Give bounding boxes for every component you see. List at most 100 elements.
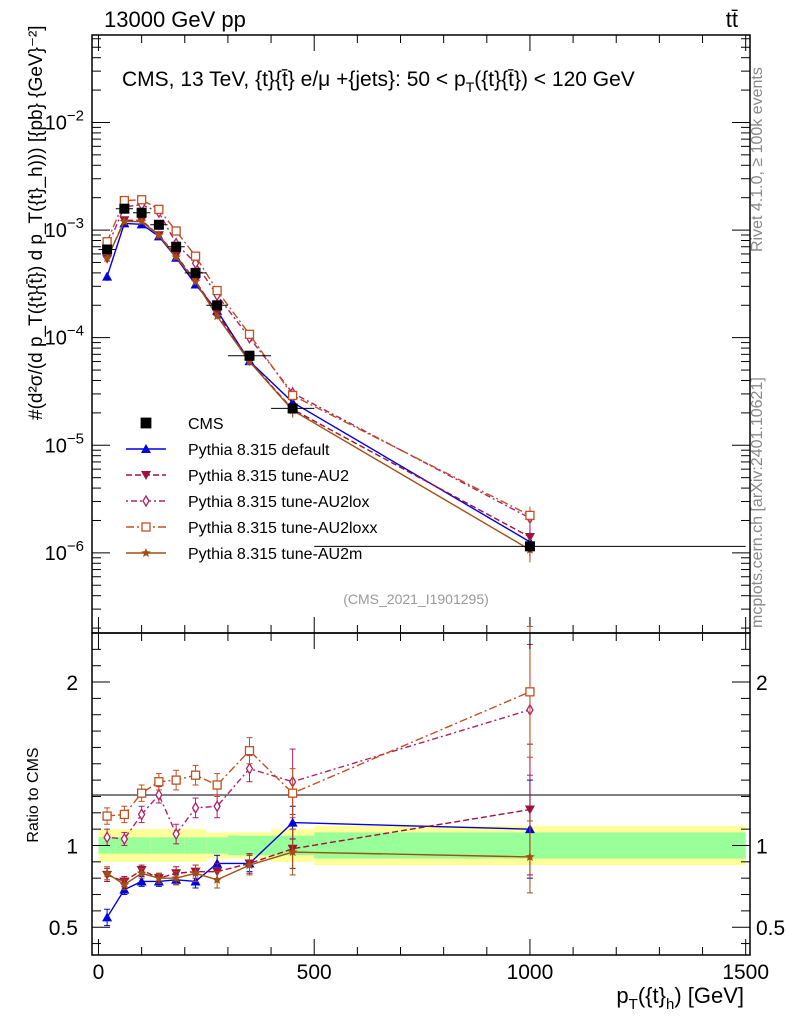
legend-label: Pythia 8.315 tune-AU2loxx: [188, 520, 377, 537]
main-panel: 10−610−510−410−310−2 CMS, 13 TeV, {t}{t̄…: [26, 25, 751, 634]
ratio-marker: [154, 777, 164, 787]
main-series-layer: [98, 195, 746, 563]
y-tick-label: 10−5: [45, 430, 84, 457]
ratio-y-tick-label-right: 2: [756, 672, 768, 695]
ratio-marker: [136, 868, 147, 878]
ratio-marker: [120, 832, 129, 846]
legend-label: Pythia 8.315 tune-AU2: [188, 468, 349, 485]
ratio-marker: [137, 808, 146, 821]
x-tick-label: 1500: [722, 961, 769, 984]
y-tick-exp: −5: [67, 430, 84, 447]
band-stat: [227, 835, 272, 856]
ratio-series-5: [102, 820, 535, 894]
data-marker: [119, 203, 130, 214]
ratio-marker: [102, 912, 113, 922]
series-marker: [171, 252, 181, 262]
y-tick-base: 10: [45, 328, 67, 350]
ratio-marker: [245, 762, 254, 775]
series-marker: [244, 329, 255, 339]
series-line: [106, 222, 531, 543]
series-marker: [102, 271, 113, 281]
y-tick-exp: −2: [67, 107, 84, 124]
legend-label: Pythia 8.315 default: [188, 442, 330, 459]
ratio-y-tick-label-right: 0.5: [756, 917, 785, 940]
series-marker: [212, 285, 222, 296]
ratio-marker: [287, 847, 298, 857]
y-tick-base: 10: [45, 543, 67, 565]
data-marker: [212, 300, 223, 311]
ratio-marker: [154, 873, 164, 883]
ratio-marker: [171, 775, 181, 785]
ratio-y-axis-label: Ratio to CMS: [25, 747, 42, 842]
ratio-series-2: [102, 743, 535, 887]
main-axis-ticks: [92, 35, 750, 633]
header-right-label: tt̄: [726, 7, 738, 32]
y-tick-label: 10−3: [45, 215, 84, 242]
title-sub: T: [466, 79, 475, 95]
ratio-marker: [244, 860, 255, 870]
legend-marker: [141, 471, 151, 480]
legend-marker: [141, 444, 151, 453]
ratio-line: [106, 851, 530, 886]
band-stat: [167, 837, 185, 854]
ratio-marker: [171, 873, 181, 883]
series-marker: [244, 356, 255, 366]
data-marker: [153, 219, 164, 230]
series-marker: [287, 390, 298, 401]
ratio-marker: [213, 799, 221, 813]
ratio-marker: [212, 874, 222, 884]
ratio-marker: [155, 788, 163, 802]
band-stat: [132, 837, 151, 854]
ratio-y-tick-labels: 0.5 0.5 1 1 2 2: [49, 672, 785, 940]
band-stat: [206, 837, 228, 854]
ratio-line: [107, 691, 531, 817]
ratio-y-tick-label: 2: [66, 672, 78, 695]
x-tick-label: 0: [93, 961, 105, 984]
y-tick-label: 10−4: [45, 323, 84, 350]
ratio-marker: [136, 876, 147, 886]
band-stat: [150, 837, 168, 854]
ratio-marker: [172, 827, 180, 841]
x-tick-labels: 0 500 1000 1500: [93, 961, 769, 984]
main-frame: [91, 34, 751, 634]
ratio-line: [106, 808, 531, 883]
ratio-marker: [102, 868, 112, 878]
rivet-label: Rivet 4.1.0, ≥ 100k events: [749, 67, 766, 252]
ratio-series-3: [103, 643, 534, 846]
series-marker: [154, 230, 164, 240]
y-tick-label: 10−2: [45, 107, 84, 134]
series-marker: [102, 253, 112, 263]
series-marker: [190, 251, 201, 261]
ratio-marker: [244, 746, 255, 756]
series-marker: [524, 533, 535, 543]
y-tick-base: 10: [45, 435, 67, 457]
data-marker: [171, 241, 182, 252]
ratio-line: [106, 821, 530, 918]
x-label-sub: T: [629, 996, 638, 1013]
series-marker: [154, 204, 164, 215]
ratio-y-tick-label-right: 1: [756, 835, 768, 858]
series-marker: [136, 195, 147, 205]
ratio-marker: [525, 851, 535, 861]
x-tick-label: 500: [297, 961, 332, 984]
ratio-y-tick-label: 1: [66, 835, 78, 858]
y-tick-exp: −4: [67, 323, 84, 340]
ratio-marker: [119, 879, 130, 889]
series-marker: [171, 226, 181, 236]
ratio-marker: [190, 770, 201, 780]
series-line: [106, 203, 531, 519]
main-series-5: [102, 216, 535, 563]
data-series: [98, 203, 746, 553]
ratio-y-tick-label: 0.5: [49, 917, 78, 940]
ratio-marker: [190, 868, 201, 878]
x-label-mid: ({t}: [638, 983, 666, 1008]
y-tick-label: 10−6: [45, 538, 84, 565]
ratio-series-layer: [102, 625, 535, 927]
data-marker: [102, 244, 113, 255]
ratio-marker: [191, 801, 200, 815]
y-tick-base: 10: [45, 112, 67, 134]
legend-label: Pythia 8.315 tune-AU2m: [188, 546, 362, 563]
legend-marker: [141, 522, 151, 532]
data-marker: [136, 207, 147, 218]
